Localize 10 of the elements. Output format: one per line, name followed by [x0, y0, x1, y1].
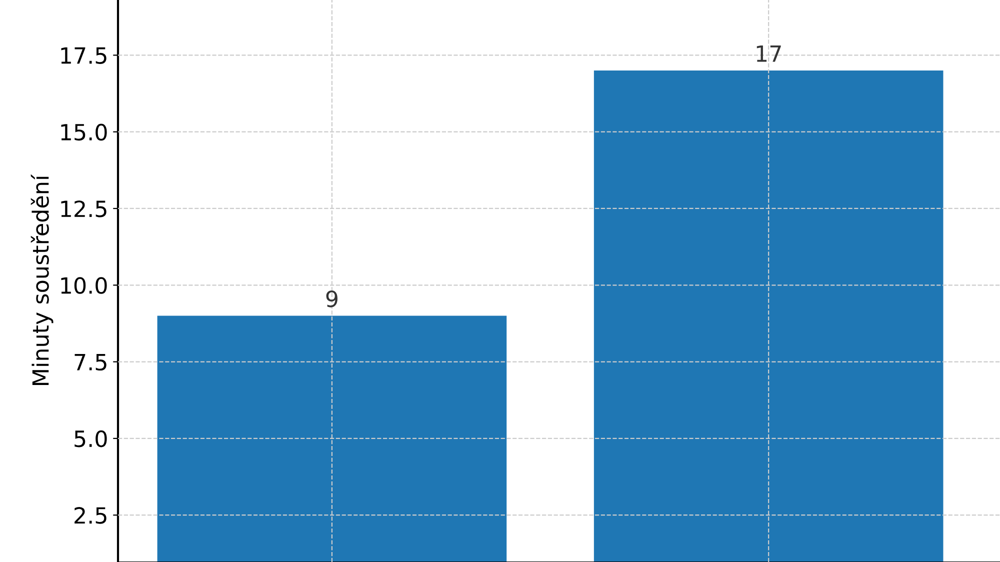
y-tick-label: 17.5 [61, 47, 106, 64]
data-label: 9 [326, 290, 338, 308]
y-tick-label: 15.0 [61, 124, 107, 141]
y-axis-title: Minuty soustředění [30, 174, 54, 385]
y-tick-label: 2.5 [74, 507, 106, 524]
data-label: 17 [756, 46, 781, 62]
y-tick-label: 10.0 [61, 277, 107, 294]
y-tick-label: 7.5 [74, 354, 106, 371]
y-tick-label: 12.5 [61, 200, 106, 218]
y-tick-label: 5.0 [74, 430, 107, 448]
